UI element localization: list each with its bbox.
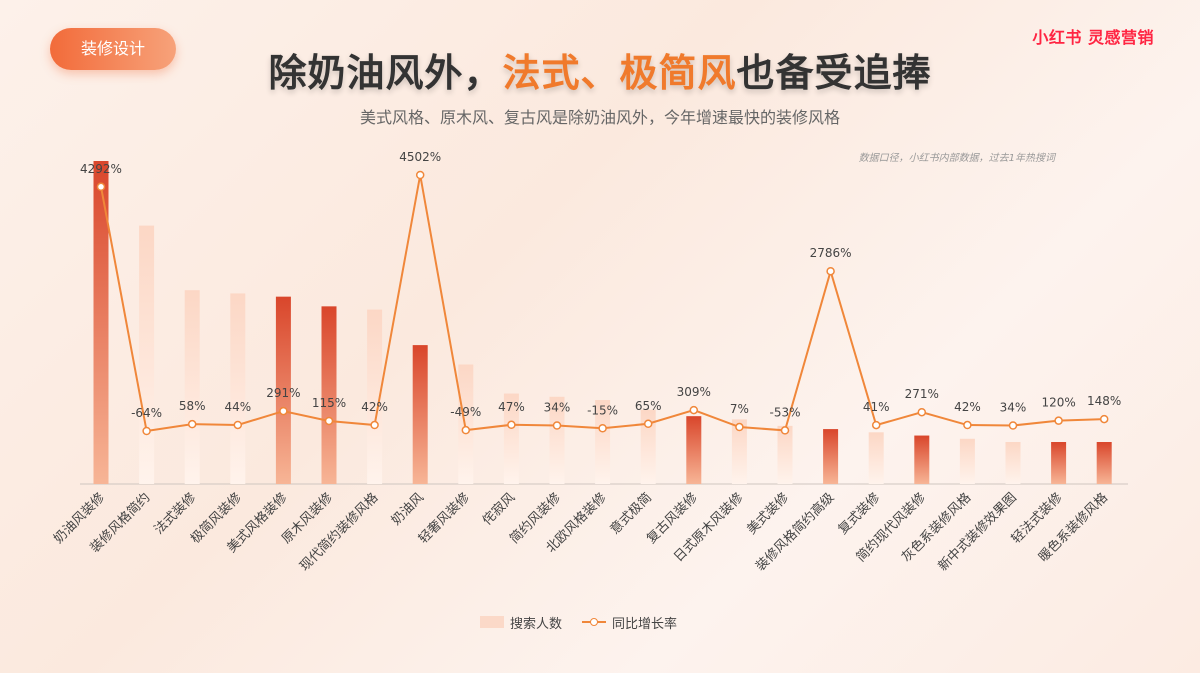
growth-point-15 bbox=[780, 426, 790, 435]
growth-point-7 bbox=[415, 170, 425, 180]
growth-label: 309% bbox=[677, 385, 711, 399]
growth-label: 42% bbox=[361, 400, 388, 414]
growth-point-14 bbox=[735, 422, 744, 432]
growth-point-6 bbox=[370, 420, 379, 430]
x-tick-label: 法式装修 bbox=[152, 490, 199, 537]
growth-label: 2786% bbox=[810, 246, 852, 260]
growth-point-3 bbox=[233, 420, 243, 430]
growth-point-12 bbox=[643, 419, 653, 429]
growth-label: 47% bbox=[498, 400, 525, 414]
x-tick-label: 复式装修 bbox=[836, 490, 883, 537]
bar-0 bbox=[93, 161, 109, 484]
growth-label: 115% bbox=[312, 396, 346, 410]
growth-label: 41% bbox=[863, 400, 890, 414]
section-tag: 装修设计 bbox=[50, 28, 176, 70]
x-tick-label: 意式极简 bbox=[607, 490, 655, 538]
legend-line-swatch bbox=[582, 616, 607, 628]
title-part1: 除奶油风外， bbox=[268, 51, 503, 95]
legend-line-label: 同比增长率 bbox=[612, 616, 678, 632]
growth-point-4 bbox=[279, 406, 288, 416]
bar-11 bbox=[595, 400, 611, 484]
bar-19 bbox=[959, 438, 975, 484]
legend-bar-swatch bbox=[480, 616, 504, 628]
x-tick-label: 美式装修 bbox=[744, 490, 791, 537]
growth-point-13 bbox=[689, 405, 699, 415]
page-title: 除奶油风外，法式、极简风也备受追捧 bbox=[0, 42, 1200, 97]
growth-label: 44% bbox=[224, 400, 251, 414]
growth-point-1 bbox=[142, 426, 151, 436]
growth-label: -15% bbox=[587, 403, 618, 417]
bar-14 bbox=[731, 419, 747, 484]
x-tick-label: 侘寂风 bbox=[479, 490, 518, 529]
bar-15 bbox=[777, 425, 793, 484]
growth-label: -53% bbox=[769, 405, 800, 419]
growth-point-16 bbox=[826, 266, 835, 276]
x-tick-label: 新中式装修效果图 bbox=[935, 490, 1020, 575]
bar-16 bbox=[823, 429, 839, 484]
bar-13 bbox=[686, 416, 702, 484]
growth-point-19 bbox=[963, 420, 972, 430]
bar-2 bbox=[184, 290, 200, 484]
growth-label: 34% bbox=[544, 401, 571, 415]
bar-20 bbox=[1005, 442, 1021, 484]
growth-label: 4292% bbox=[80, 162, 122, 176]
bar-1 bbox=[139, 225, 155, 484]
growth-point-9 bbox=[507, 420, 516, 430]
growth-rate-line bbox=[100, 174, 1105, 433]
bar-8 bbox=[458, 364, 474, 484]
growth-point-21 bbox=[1054, 416, 1063, 425]
growth-label: 65% bbox=[635, 399, 662, 413]
growth-label: 42% bbox=[954, 400, 981, 414]
brand-logo: 小红书 灵感营销 bbox=[1032, 28, 1154, 47]
growth-label: 148% bbox=[1087, 394, 1121, 408]
chart-legend: 搜索人数 同比增长率 bbox=[480, 612, 677, 632]
growth-label: 291% bbox=[266, 386, 300, 400]
growth-label: -49% bbox=[450, 405, 481, 419]
bar-17 bbox=[868, 432, 884, 484]
growth-point-2 bbox=[187, 419, 197, 429]
growth-point-20 bbox=[1008, 421, 1018, 430]
title-part2: 也备受追捧 bbox=[736, 51, 932, 95]
growth-label: 271% bbox=[905, 387, 939, 401]
x-tick-label: 装修风格简约高级 bbox=[753, 490, 838, 575]
bar-7 bbox=[412, 345, 428, 484]
bar-3 bbox=[230, 293, 246, 484]
page-subtitle: 美式风格、原木风、复古风是除奶油风外，今年增速最快的装修风格 bbox=[359, 108, 840, 127]
growth-label: 58% bbox=[179, 399, 206, 413]
legend-bar-label: 搜索人数 bbox=[510, 616, 563, 632]
growth-label: 120% bbox=[1041, 396, 1075, 410]
bar-21 bbox=[1051, 442, 1067, 484]
bar-9 bbox=[503, 393, 519, 484]
bar-5 bbox=[321, 306, 337, 484]
bar-18 bbox=[914, 435, 930, 484]
x-tick-label: 现代简约装修风格 bbox=[297, 490, 382, 575]
growth-point-10 bbox=[552, 421, 562, 430]
bar-12 bbox=[640, 409, 656, 484]
growth-point-11 bbox=[598, 424, 607, 433]
growth-point-22 bbox=[1099, 414, 1109, 424]
growth-label: 4502% bbox=[399, 150, 441, 164]
title-highlight: 法式、极简风 bbox=[502, 51, 737, 95]
growth-label: 7% bbox=[730, 402, 749, 416]
growth-point-5 bbox=[324, 416, 334, 426]
bar-4 bbox=[275, 296, 291, 484]
bar-22 bbox=[1096, 442, 1112, 484]
growth-label: -64% bbox=[131, 406, 162, 420]
growth-label: 34% bbox=[1000, 401, 1027, 415]
data-source-note: 数据口径，小红书内部数据，过去1年热搜词 bbox=[858, 153, 1055, 164]
bar-6 bbox=[367, 309, 383, 484]
bar-10 bbox=[549, 396, 565, 484]
growth-point-17 bbox=[871, 420, 881, 430]
growth-point-8 bbox=[461, 425, 471, 435]
growth-point-0 bbox=[96, 182, 106, 192]
x-tick-label: 奶油风 bbox=[389, 490, 427, 528]
growth-point-18 bbox=[917, 407, 927, 417]
